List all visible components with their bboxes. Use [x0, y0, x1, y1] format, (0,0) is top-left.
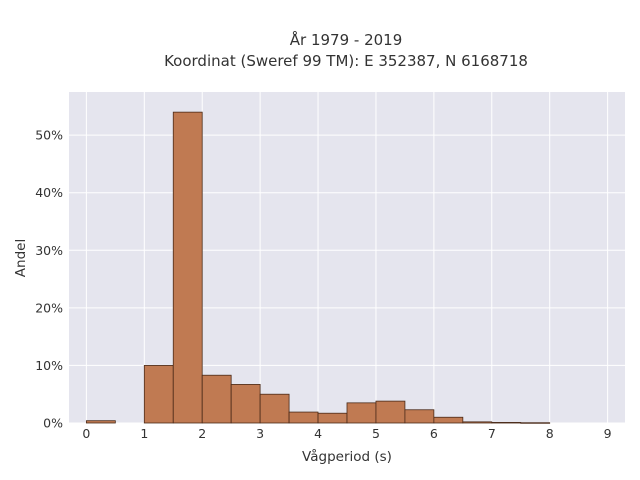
x-tick-label: 1 [140, 426, 148, 441]
chart-title-line-2: Koordinat (Sweref 99 TM): E 352387, N 61… [164, 52, 528, 70]
histogram-bar [259, 393, 290, 424]
bars-layer [85, 111, 551, 424]
histogram-bar [375, 400, 406, 424]
histogram-bar [462, 421, 493, 424]
y-tick-label: 0% [43, 416, 63, 431]
histogram-bar [346, 402, 377, 424]
histogram-bar [172, 111, 203, 424]
histogram-bar [404, 409, 435, 424]
histogram-bar [201, 374, 232, 424]
histogram-bar [491, 422, 522, 424]
histogram-bar [230, 384, 261, 424]
x-tick-label: 0 [82, 426, 90, 441]
x-tick-label: 7 [488, 426, 496, 441]
y-tick-label: 50% [35, 128, 63, 143]
y-tick-label: 40% [35, 185, 63, 200]
histogram-bar [143, 365, 174, 424]
x-tick-label: 5 [372, 426, 380, 441]
histogram-bar [288, 411, 319, 424]
y-axis-title: Andel [13, 239, 29, 277]
histogram-bar [85, 420, 116, 424]
y-tick-label: 30% [35, 243, 63, 258]
y-tick-label: 10% [35, 358, 63, 373]
x-tick-label: 4 [314, 426, 322, 441]
x-tick-label: 2 [198, 426, 206, 441]
y-tick-label: 20% [35, 300, 63, 315]
x-tick-label: 9 [604, 426, 612, 441]
x-tick-label: 3 [256, 426, 264, 441]
histogram-bar [520, 422, 551, 424]
x-axis-title: Vågperiod (s) [302, 448, 392, 465]
x-tick-label: 6 [430, 426, 438, 441]
chart-title-line-1: År 1979 - 2019 [290, 30, 403, 49]
x-tick-label: 8 [546, 426, 554, 441]
ticks-layer: 0 1 2 3 4 5 6 7 8 9 0% 10% 20% 30% 40% 50% [35, 128, 611, 441]
histogram-bar [433, 416, 464, 424]
histogram-bar [317, 412, 348, 424]
